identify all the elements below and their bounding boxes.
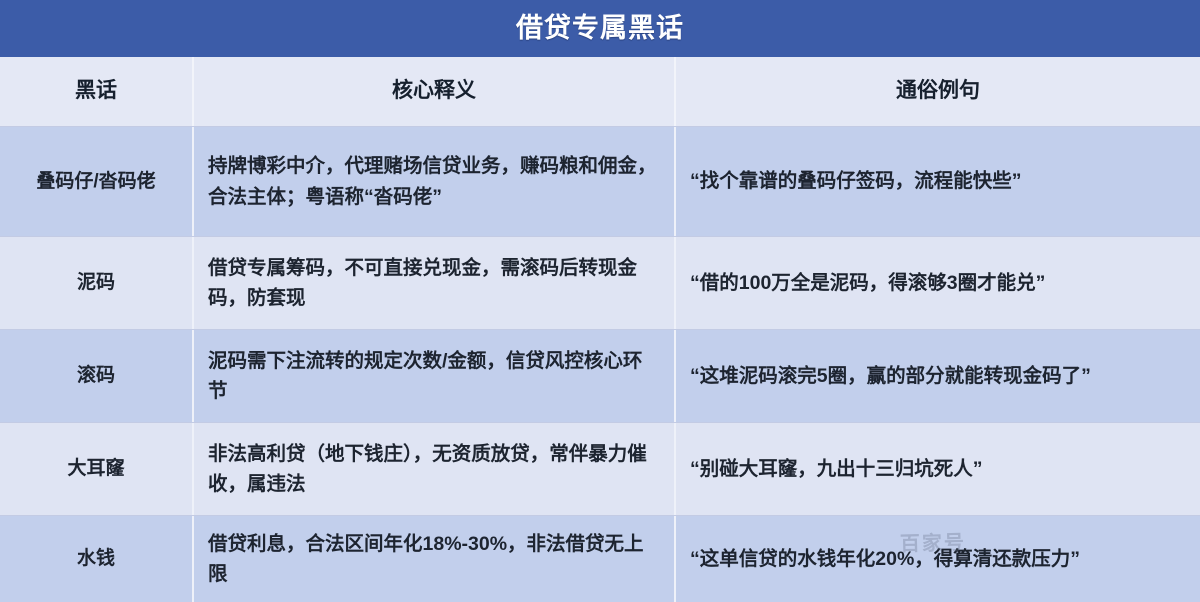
term-text: 叠码仔/沓码佬 xyxy=(36,170,156,192)
cell-example: “这堆泥码滚完5圈，赢的部分就能转现金码了” xyxy=(676,330,1200,422)
definition-text: 非法高利贷（地下钱庄），无资质放贷，常伴暴力催收，属违法 xyxy=(208,442,647,495)
table-title-bar: 借贷专属黑话 xyxy=(0,0,1200,57)
term-text: 大耳窿 xyxy=(67,458,125,480)
cell-example: “这单信贷的水钱年化20%，得算清还款压力” xyxy=(676,516,1200,602)
cell-term: 叠码仔/沓码佬 xyxy=(0,127,192,236)
table-grid: 黑话 核心释义 通俗例句 叠码仔/沓码佬 持牌博彩中介，代理赌场信贷业务，赚码粮… xyxy=(0,57,1200,602)
cell-definition: 持牌博彩中介，代理赌场信贷业务，赚码粮和佣金，合法主体；粤语称“沓码佬” xyxy=(192,127,676,236)
example-text: “这堆泥码滚完5圈，赢的部分就能转现金码了” xyxy=(690,364,1091,387)
definition-text: 借贷专属筹码，不可直接兑现金，需滚码后转现金码，防套现 xyxy=(208,256,638,309)
table-row: 大耳窿 非法高利贷（地下钱庄），无资质放贷，常伴暴力催收，属违法 “别碰大耳窿，… xyxy=(0,423,1200,516)
cell-definition: 非法高利贷（地下钱庄），无资质放贷，常伴暴力催收，属违法 xyxy=(192,423,676,515)
example-text: “借的100万全是泥码，得滚够3圈才能兑” xyxy=(690,271,1046,294)
table-header-row: 黑话 核心释义 通俗例句 xyxy=(0,57,1200,127)
page-title: 借贷专属黑话 xyxy=(516,13,684,43)
cell-example: “借的100万全是泥码，得滚够3圈才能兑” xyxy=(676,237,1200,329)
cell-example: “找个靠谱的叠码仔签码，流程能快些” xyxy=(676,127,1200,236)
example-text: “别碰大耳窿，九出十三归坑死人” xyxy=(690,457,983,480)
column-header-example: 通俗例句 xyxy=(896,79,980,103)
cell-term: 泥码 xyxy=(0,237,192,329)
definition-text: 泥码需下注流转的规定次数/金额，信贷风控核心环节 xyxy=(208,349,643,402)
cell-definition: 借贷利息，合法区间年化18%-30%，非法借贷无上限 xyxy=(192,516,676,602)
cell-definition: 泥码需下注流转的规定次数/金额，信贷风控核心环节 xyxy=(192,330,676,422)
table-row: 叠码仔/沓码佬 持牌博彩中介，代理赌场信贷业务，赚码粮和佣金，合法主体；粤语称“… xyxy=(0,127,1200,237)
cell-term: 大耳窿 xyxy=(0,423,192,515)
table-row: 水钱 借贷利息，合法区间年化18%-30%，非法借贷无上限 “这单信贷的水钱年化… xyxy=(0,516,1200,602)
example-text: “找个靠谱的叠码仔签码，流程能快些” xyxy=(690,170,1022,193)
example-text: “这单信贷的水钱年化20%，得算清还款压力” xyxy=(690,547,1081,570)
table-row: 滚码 泥码需下注流转的规定次数/金额，信贷风控核心环节 “这堆泥码滚完5圈，赢的… xyxy=(0,330,1200,423)
definition-text: 持牌博彩中介，代理赌场信贷业务，赚码粮和佣金，合法主体；粤语称“沓码佬” xyxy=(208,155,657,208)
cell-definition: 借贷专属筹码，不可直接兑现金，需滚码后转现金码，防套现 xyxy=(192,237,676,329)
term-text: 水钱 xyxy=(76,548,115,570)
cell-term: 滚码 xyxy=(0,330,192,422)
table-row: 泥码 借贷专属筹码，不可直接兑现金，需滚码后转现金码，防套现 “借的100万全是… xyxy=(0,237,1200,330)
column-header-term: 黑话 xyxy=(75,79,117,103)
term-text: 滚码 xyxy=(76,365,115,387)
cell-term: 水钱 xyxy=(0,516,192,602)
cell-example: “别碰大耳窿，九出十三归坑死人” xyxy=(676,423,1200,515)
term-text: 泥码 xyxy=(76,272,115,294)
column-header-definition: 核心释义 xyxy=(192,57,676,126)
definition-text: 借贷利息，合法区间年化18%-30%，非法借贷无上限 xyxy=(208,532,644,585)
